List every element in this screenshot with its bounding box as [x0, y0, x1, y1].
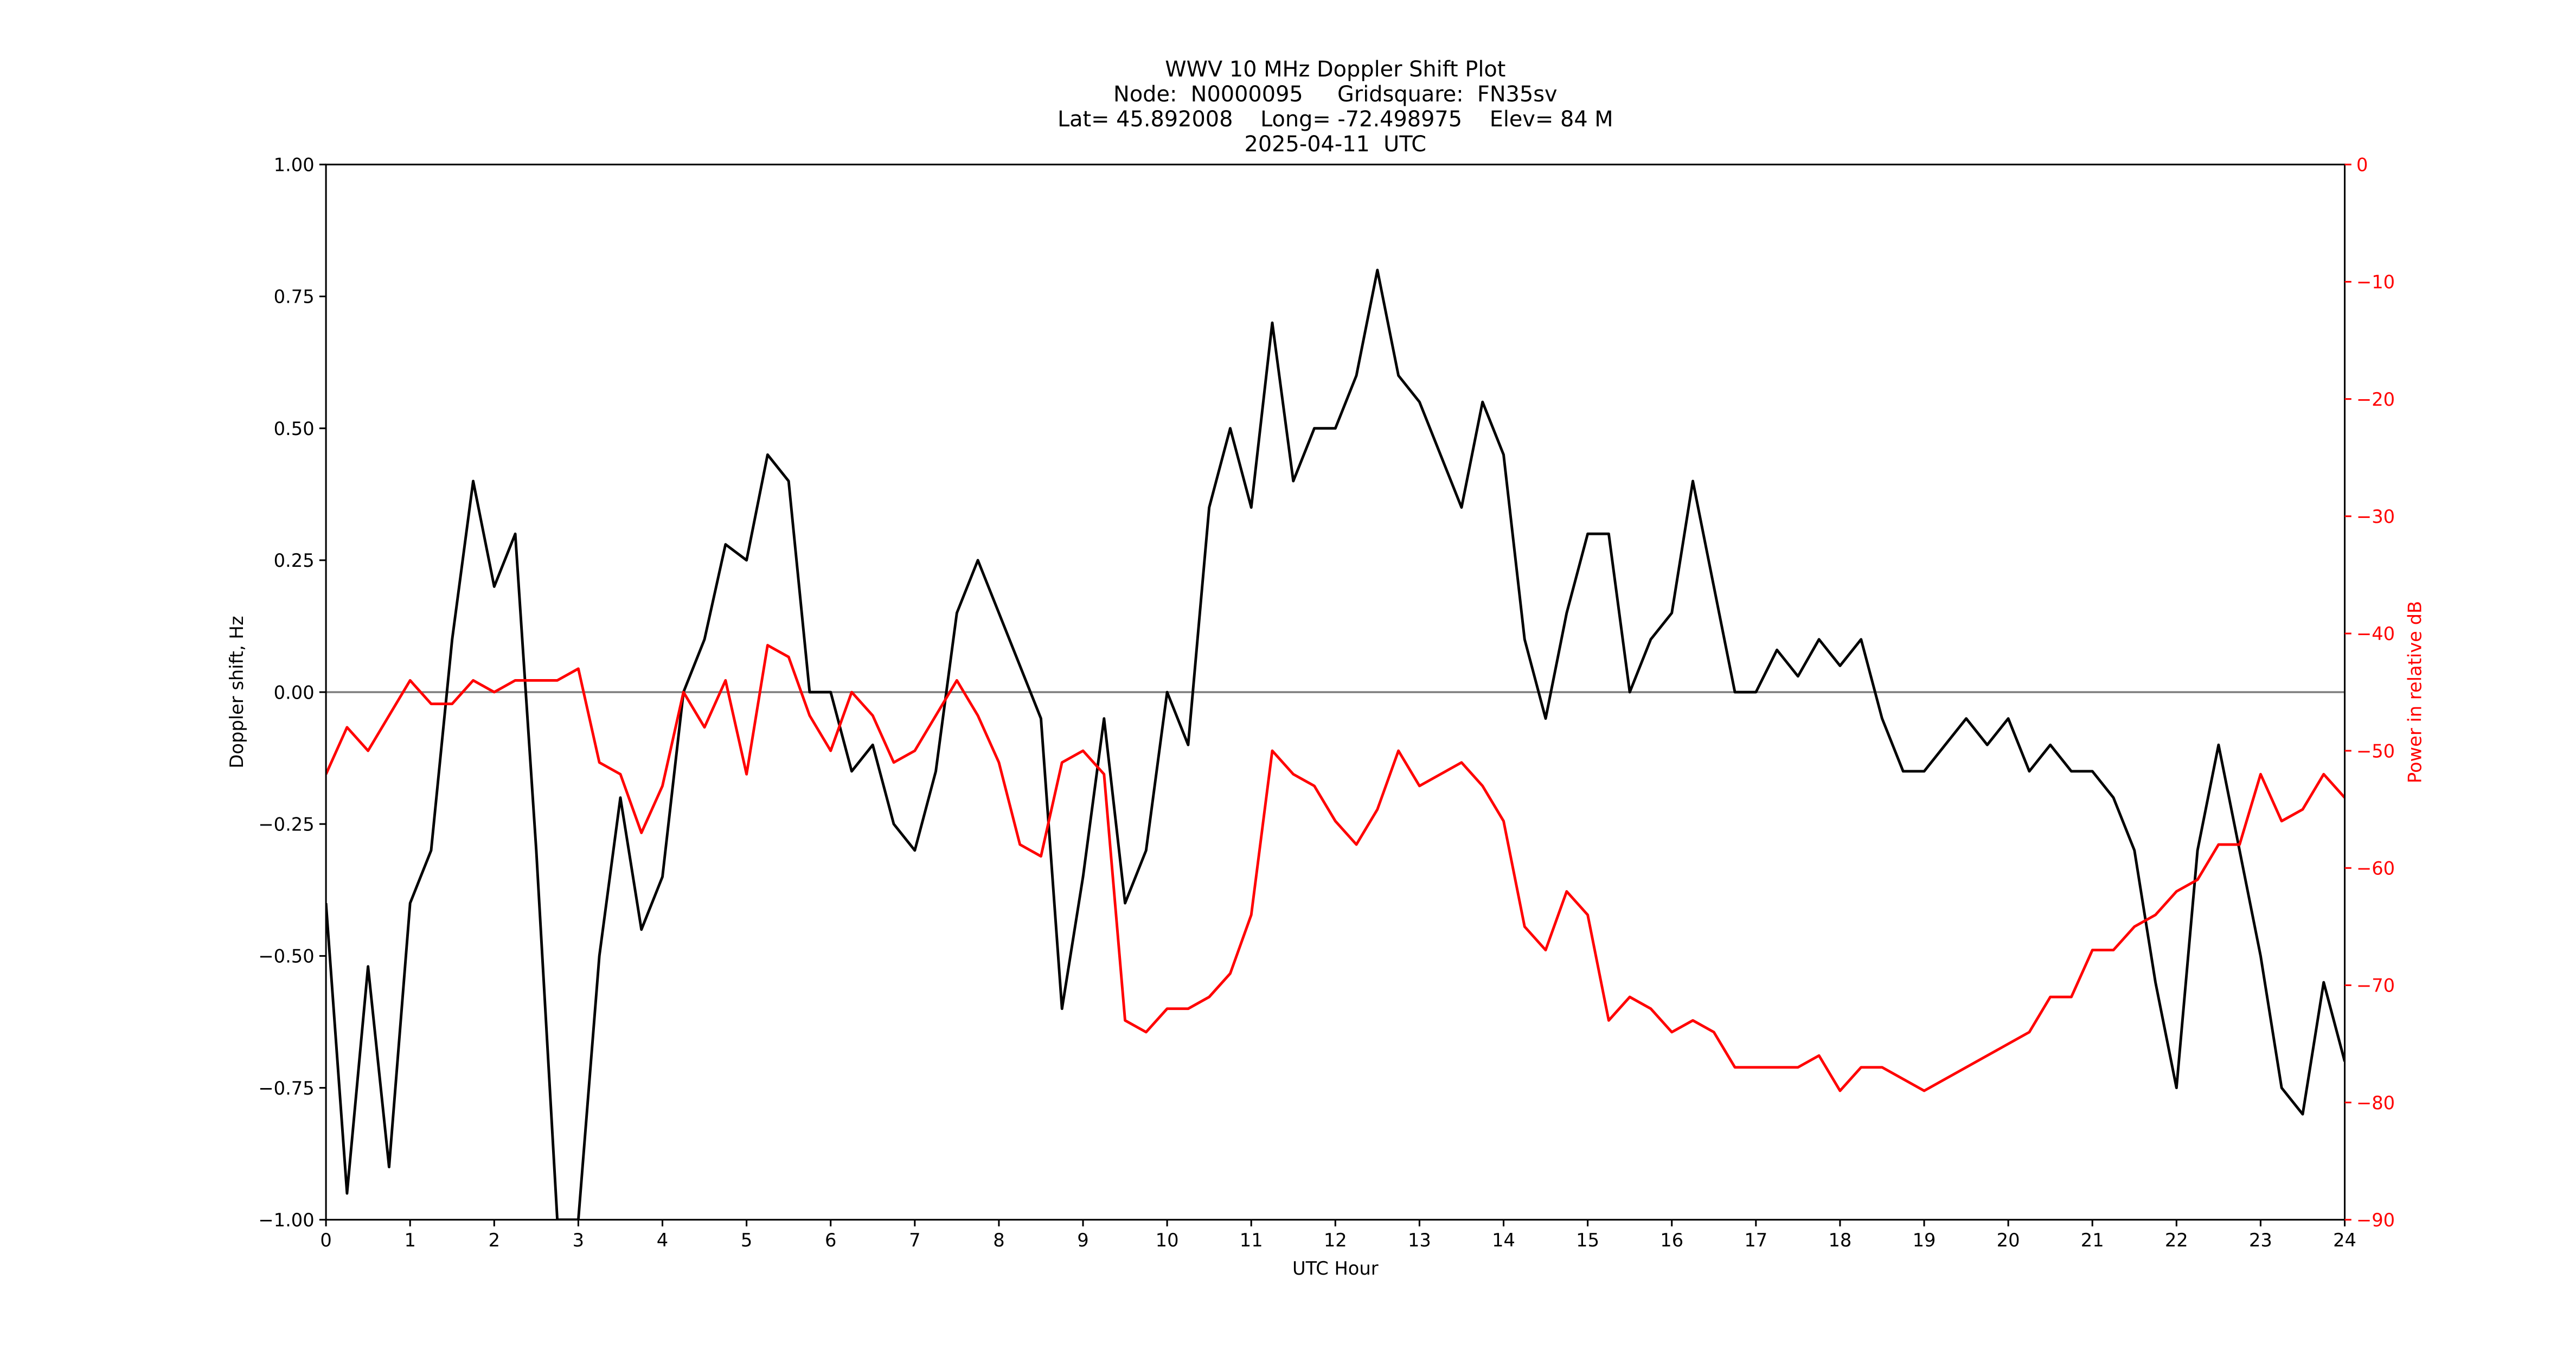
x-tick-label: 22	[2165, 1230, 2188, 1251]
y2-tick-label: −70	[2356, 975, 2395, 996]
x-tick-label: 11	[1240, 1230, 1263, 1251]
x-tick-label: 0	[320, 1230, 331, 1251]
y-tick-label: −1.00	[258, 1210, 314, 1231]
x-tick-label: 13	[1408, 1230, 1431, 1251]
x-tick-label: 24	[2333, 1230, 2356, 1251]
x-tick-label: 15	[1576, 1230, 1599, 1251]
y2-axis-label: Power in relative dB	[2404, 601, 2425, 783]
chart-title: WWV 10 MHz Doppler Shift Plot	[1165, 57, 1505, 82]
x-tick-label: 18	[1828, 1230, 1851, 1251]
x-tick-label: 2	[489, 1230, 500, 1251]
x-tick-label: 21	[2081, 1230, 2104, 1251]
x-tick-label: 5	[741, 1230, 752, 1251]
y2-tick-label: −80	[2356, 1092, 2395, 1114]
x-tick-label: 3	[573, 1230, 584, 1251]
y2-tick-label: −20	[2356, 389, 2395, 410]
y2-tick-label: 0	[2356, 155, 2368, 176]
y-tick-label: −0.25	[258, 814, 314, 835]
chart-title: Lat= 45.892008 Long= -72.498975 Elev= 84…	[1058, 107, 1613, 132]
x-tick-label: 10	[1156, 1230, 1179, 1251]
y-tick-label: −0.50	[258, 946, 314, 967]
y-tick-label: 0.25	[274, 550, 315, 571]
y2-tick-label: −50	[2356, 740, 2395, 762]
plot-frame	[325, 163, 2346, 1221]
x-tick-label: 4	[657, 1230, 668, 1251]
chart-title: Node: N0000095 Gridsquare: FN35sv	[1113, 82, 1558, 107]
y-axis-label: Doppler shift, Hz	[226, 616, 247, 768]
x-tick-label: 9	[1077, 1230, 1088, 1251]
x-tick-label: 1	[404, 1230, 415, 1251]
x-tick-label: 19	[1913, 1230, 1936, 1251]
x-tick-label: 17	[1744, 1230, 1767, 1251]
chart-title: 2025-04-11 UTC	[1245, 132, 1427, 157]
y-tick-label: 0.75	[274, 286, 315, 308]
x-tick-label: 12	[1324, 1230, 1347, 1251]
plot-lines	[326, 268, 2345, 1220]
y2-tick-label: −60	[2356, 858, 2395, 879]
data-line	[326, 268, 2345, 1220]
x-tick-label: 6	[825, 1230, 836, 1251]
x-tick-label: 16	[1660, 1230, 1683, 1251]
y2-tick-label: −90	[2356, 1210, 2395, 1231]
x-axis-label: UTC Hour	[1292, 1258, 1379, 1279]
data-line	[326, 644, 2345, 1092]
y-tick-label: 0.50	[274, 418, 315, 439]
x-tick-label: 14	[1492, 1230, 1515, 1251]
x-tick-label: 8	[993, 1230, 1004, 1251]
y-tick-label: 0.00	[274, 682, 315, 703]
x-tick-label: 20	[1997, 1230, 2020, 1251]
y-tick-label: 1.00	[274, 155, 315, 176]
y2-tick-label: −30	[2356, 506, 2395, 527]
y2-tick-label: −10	[2356, 272, 2395, 293]
y-tick-label: −0.75	[258, 1078, 314, 1099]
y2-tick-label: −40	[2356, 623, 2395, 644]
x-tick-label: 7	[909, 1230, 920, 1251]
x-tick-label: 23	[2249, 1230, 2272, 1251]
